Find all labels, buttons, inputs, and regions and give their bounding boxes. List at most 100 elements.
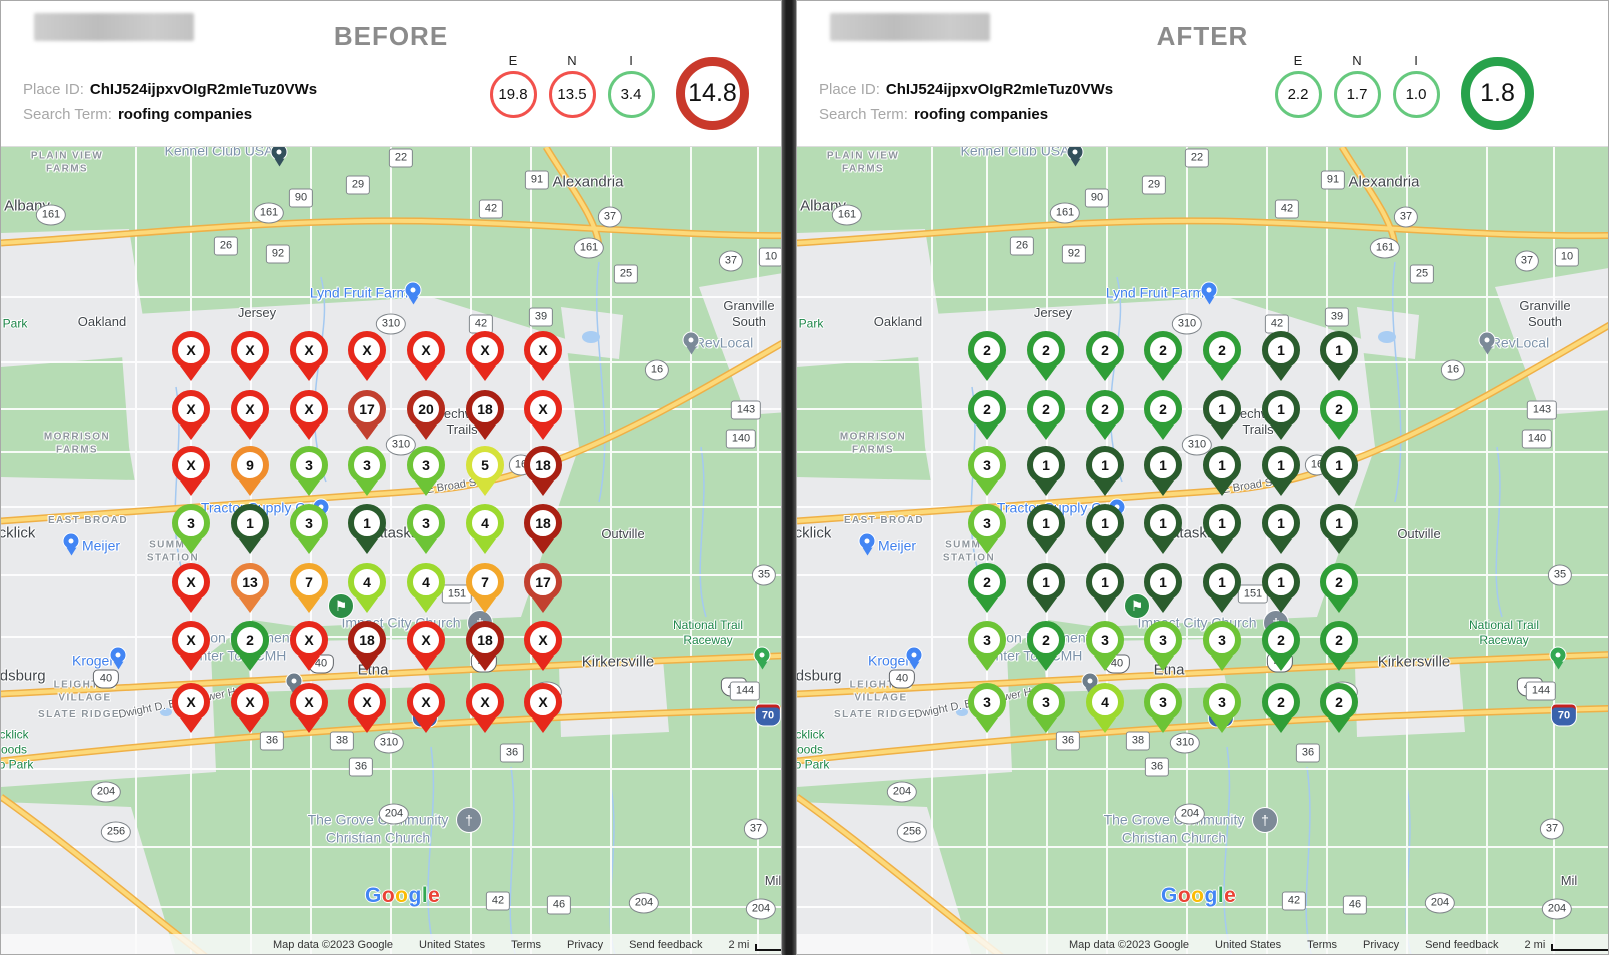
rank-pin-r3c3[interactable]: 3 [290,446,328,496]
rank-pin-r2c7[interactable]: X [524,390,562,440]
rank-pin-r7c1[interactable]: 3 [968,683,1006,733]
rank-pin-r5c7[interactable]: 2 [1320,563,1358,613]
rank-pin-r3c6[interactable]: 5 [466,446,504,496]
rank-pin-r5c6[interactable]: 7 [466,563,504,613]
rank-pin-r5c4[interactable]: 1 [1144,563,1182,613]
national-trail-pin[interactable] [1549,646,1567,670]
kroger-pin[interactable] [905,646,923,670]
rank-pin-r6c4[interactable]: 3 [1144,621,1182,671]
rank-pin-r7c2[interactable]: X [231,683,269,733]
rank-pin-r4c2[interactable]: 1 [231,504,269,554]
rank-pin-r3c1[interactable]: X [172,446,210,496]
rank-pin-r7c1[interactable]: X [172,683,210,733]
terms-link[interactable]: Terms [511,939,542,951]
map-before[interactable]: PLAIN VIEW FARMS Kennel Club USA Alexandri… [1,146,781,954]
rank-pin-r6c1[interactable]: 3 [968,621,1006,671]
rank-pin-r1c6[interactable]: X [466,331,504,381]
rank-pin-r1c5[interactable]: X [407,331,445,381]
rank-pin-r6c5[interactable]: X [407,621,445,671]
rank-pin-r4c7[interactable]: 1 [1320,504,1358,554]
rank-pin-r4c3[interactable]: 3 [290,504,328,554]
rank-pin-r5c1[interactable]: 2 [968,563,1006,613]
rank-pin-r5c1[interactable]: X [172,563,210,613]
rank-pin-r2c7[interactable]: 2 [1320,390,1358,440]
rank-pin-r7c2[interactable]: 3 [1027,683,1065,733]
rank-pin-r2c3[interactable]: X [290,390,328,440]
rank-pin-r1c2[interactable]: X [231,331,269,381]
rank-pin-r3c2[interactable]: 1 [1027,446,1065,496]
privacy-link[interactable]: Privacy [1363,939,1400,951]
rank-pin-r1c4[interactable]: X [348,331,386,381]
rank-pin-r4c4[interactable]: 1 [348,504,386,554]
rank-pin-r6c7[interactable]: X [524,621,562,671]
rank-pin-r6c5[interactable]: 3 [1203,621,1241,671]
rank-pin-r1c7[interactable]: X [524,331,562,381]
rank-pin-r4c5[interactable]: 3 [407,504,445,554]
rank-pin-r4c6[interactable]: 4 [466,504,504,554]
kennel-club-pin[interactable] [270,147,288,167]
rank-pin-r4c4[interactable]: 1 [1144,504,1182,554]
rank-pin-r5c2[interactable]: 1 [1027,563,1065,613]
rank-pin-r4c1[interactable]: 3 [172,504,210,554]
meijer-pin[interactable] [62,532,80,556]
rank-pin-r1c5[interactable]: 2 [1203,331,1241,381]
grove-church-icon[interactable]: † [456,807,482,833]
send-feedback-link[interactable]: Send feedback [629,939,703,951]
golf-course-icon[interactable]: ⚑ [1124,593,1150,619]
rank-pin-r3c4[interactable]: 1 [1144,446,1182,496]
national-trail-pin[interactable] [753,646,771,670]
rank-pin-r7c6[interactable]: 2 [1262,683,1300,733]
rank-pin-r6c1[interactable]: X [172,621,210,671]
rank-pin-r6c3[interactable]: 3 [1086,621,1124,671]
rank-pin-r4c7[interactable]: 18 [524,504,562,554]
rank-pin-r5c4[interactable]: 4 [348,563,386,613]
google-logo[interactable]: Google [365,884,440,908]
rank-pin-r3c7[interactable]: 18 [524,446,562,496]
rank-pin-r2c4[interactable]: 17 [348,390,386,440]
rank-pin-r3c4[interactable]: 3 [348,446,386,496]
rank-pin-r1c1[interactable]: X [172,331,210,381]
rank-pin-r1c7[interactable]: 1 [1320,331,1358,381]
rank-pin-r7c6[interactable]: X [466,683,504,733]
rank-pin-r3c1[interactable]: 3 [968,446,1006,496]
revlocal-pin[interactable] [1478,331,1496,355]
rank-pin-r3c7[interactable]: 1 [1320,446,1358,496]
rank-pin-r3c6[interactable]: 1 [1262,446,1300,496]
meijer-pin[interactable] [858,532,876,556]
kennel-club-pin[interactable] [1066,147,1084,167]
rank-pin-r6c2[interactable]: 2 [1027,621,1065,671]
rank-pin-r1c3[interactable]: X [290,331,328,381]
rank-pin-r1c1[interactable]: 2 [968,331,1006,381]
rank-pin-r7c7[interactable]: X [524,683,562,733]
rank-pin-r3c5[interactable]: 3 [407,446,445,496]
kroger-pin[interactable] [109,646,127,670]
rank-pin-r4c2[interactable]: 1 [1027,504,1065,554]
lynd-fruit-farm-pin[interactable] [1200,281,1218,305]
revlocal-pin[interactable] [682,331,700,355]
lynd-fruit-farm-pin[interactable] [404,281,422,305]
rank-pin-r3c3[interactable]: 1 [1086,446,1124,496]
rank-pin-r4c3[interactable]: 1 [1086,504,1124,554]
rank-pin-r2c3[interactable]: 2 [1086,390,1124,440]
rank-pin-r6c6[interactable]: 18 [466,621,504,671]
rank-pin-r5c5[interactable]: 1 [1203,563,1241,613]
golf-course-icon[interactable]: ⚑ [328,593,354,619]
rank-pin-r3c2[interactable]: 9 [231,446,269,496]
rank-pin-r4c5[interactable]: 1 [1203,504,1241,554]
rank-pin-r6c7[interactable]: 2 [1320,621,1358,671]
map-after[interactable]: PLAIN VIEW FARMS Kennel Club USA Alexandri… [797,146,1608,954]
rank-pin-r7c4[interactable]: 3 [1144,683,1182,733]
rank-pin-r5c3[interactable]: 7 [290,563,328,613]
rank-pin-r7c4[interactable]: X [348,683,386,733]
rank-pin-r6c3[interactable]: X [290,621,328,671]
rank-pin-r2c2[interactable]: 2 [1027,390,1065,440]
rank-pin-r5c3[interactable]: 1 [1086,563,1124,613]
rank-pin-r4c6[interactable]: 1 [1262,504,1300,554]
rank-pin-r6c2[interactable]: 2 [231,621,269,671]
rank-pin-r1c3[interactable]: 2 [1086,331,1124,381]
rank-pin-r2c2[interactable]: X [231,390,269,440]
rank-pin-r2c6[interactable]: 1 [1262,390,1300,440]
rank-pin-r3c5[interactable]: 1 [1203,446,1241,496]
rank-pin-r1c2[interactable]: 2 [1027,331,1065,381]
rank-pin-r7c3[interactable]: 4 [1086,683,1124,733]
